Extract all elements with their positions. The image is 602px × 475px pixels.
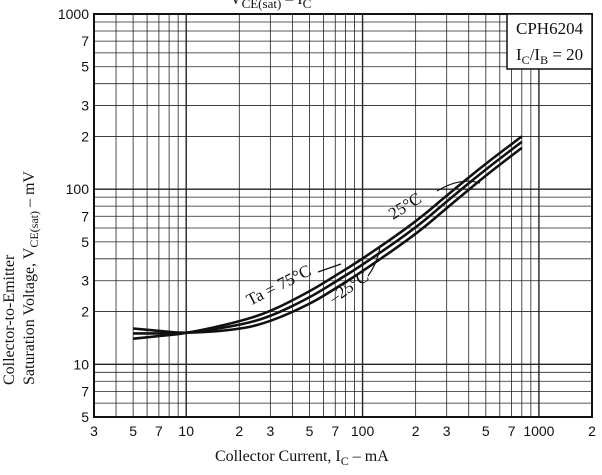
x-tick-label: 2 bbox=[588, 423, 596, 439]
y-tick-labels: 5 7 10 2 3 5 7 100 2 3 5 7 1000 bbox=[58, 6, 89, 425]
y-tick-label: 5 bbox=[81, 409, 89, 425]
x-tick-label: 5 bbox=[129, 423, 137, 439]
grid-lines bbox=[93, 13, 593, 418]
y-tick-label: 7 bbox=[81, 208, 89, 224]
x-tick-label: 10 bbox=[178, 423, 194, 439]
annotation-ta-75c-arrow bbox=[317, 263, 342, 273]
chart-title: VCE(sat) – IC bbox=[230, 0, 311, 11]
x-tick-label: 7 bbox=[155, 423, 163, 439]
y-tick-label: 10 bbox=[73, 356, 89, 372]
y-tick-label: 7 bbox=[81, 383, 89, 399]
y-axis-title-line1: Collector-to-Emitter bbox=[1, 254, 18, 385]
y-tick-label: 7 bbox=[81, 33, 89, 49]
x-tick-label: 2 bbox=[235, 423, 243, 439]
y-tick-label: 100 bbox=[66, 181, 90, 197]
annotation-minus-25c-arrow bbox=[367, 245, 381, 277]
series-line-1 bbox=[133, 140, 523, 335]
legend-condition: IC/IB = 20 bbox=[516, 45, 583, 67]
x-tick-label: 5 bbox=[482, 423, 490, 439]
series-line-2 bbox=[132, 146, 523, 334]
x-axis-title: Collector Current, IC – mA bbox=[215, 448, 389, 468]
x-tick-labels: 3 5 7 10 2 3 5 7 100 2 3 5 7 1000 2 bbox=[90, 423, 596, 439]
y-tick-label: 3 bbox=[81, 98, 89, 114]
y-tick-label: 5 bbox=[81, 234, 89, 250]
legend-part-number: CPH6204 bbox=[516, 19, 584, 38]
annotation-25c-arrow bbox=[436, 180, 481, 192]
x-tick-label: 7 bbox=[331, 423, 339, 439]
x-tick-label: 3 bbox=[266, 423, 274, 439]
series-lines bbox=[132, 135, 523, 340]
y-tick-label: 2 bbox=[81, 128, 89, 144]
y-tick-label: 1000 bbox=[58, 6, 89, 22]
series-line-0 bbox=[132, 135, 523, 340]
y-tick-label: 5 bbox=[81, 59, 89, 75]
legend-box: CPH6204 IC/IB = 20 bbox=[506, 13, 593, 70]
plot-frame bbox=[93, 13, 593, 418]
y-tick-label: 2 bbox=[81, 304, 89, 320]
x-tick-label: 2 bbox=[412, 423, 420, 439]
x-tick-label: 3 bbox=[443, 423, 451, 439]
y-axis-title-line2: Saturation Voltage, VCE(sat) – mV bbox=[21, 171, 41, 385]
annotation-ta-75c: Ta = 75°C bbox=[243, 261, 314, 310]
x-tick-label: 3 bbox=[90, 423, 98, 439]
x-tick-label: 7 bbox=[508, 423, 516, 439]
x-tick-label: 5 bbox=[306, 423, 314, 439]
x-tick-label: 1000 bbox=[523, 423, 554, 439]
x-tick-label: 100 bbox=[351, 423, 375, 439]
y-tick-label: 3 bbox=[81, 273, 89, 289]
